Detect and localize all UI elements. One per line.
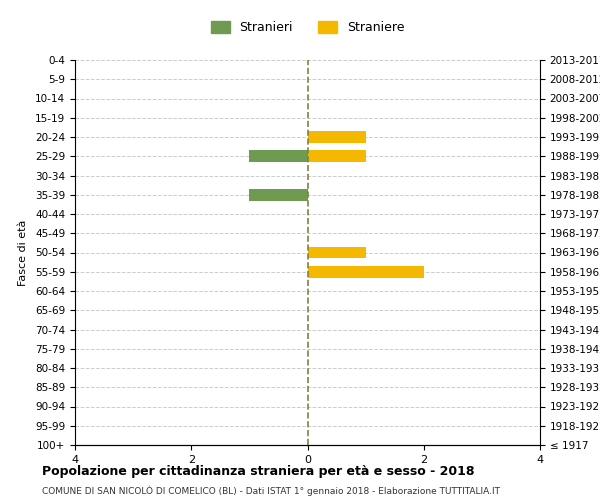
Bar [308, 266, 424, 278]
Bar [308, 150, 365, 162]
Text: COMUNE DI SAN NICOLÒ DI COMELICO (BL) - Dati ISTAT 1° gennaio 2018 - Elaborazion: COMUNE DI SAN NICOLÒ DI COMELICO (BL) - … [42, 485, 500, 496]
Bar [250, 189, 308, 200]
Legend: Stranieri, Straniere: Stranieri, Straniere [206, 16, 409, 39]
Text: Popolazione per cittadinanza straniera per età e sesso - 2018: Popolazione per cittadinanza straniera p… [42, 465, 475, 478]
Bar [250, 150, 308, 162]
Y-axis label: Fasce di età: Fasce di età [18, 220, 28, 286]
Bar [308, 131, 365, 143]
Bar [308, 246, 365, 258]
